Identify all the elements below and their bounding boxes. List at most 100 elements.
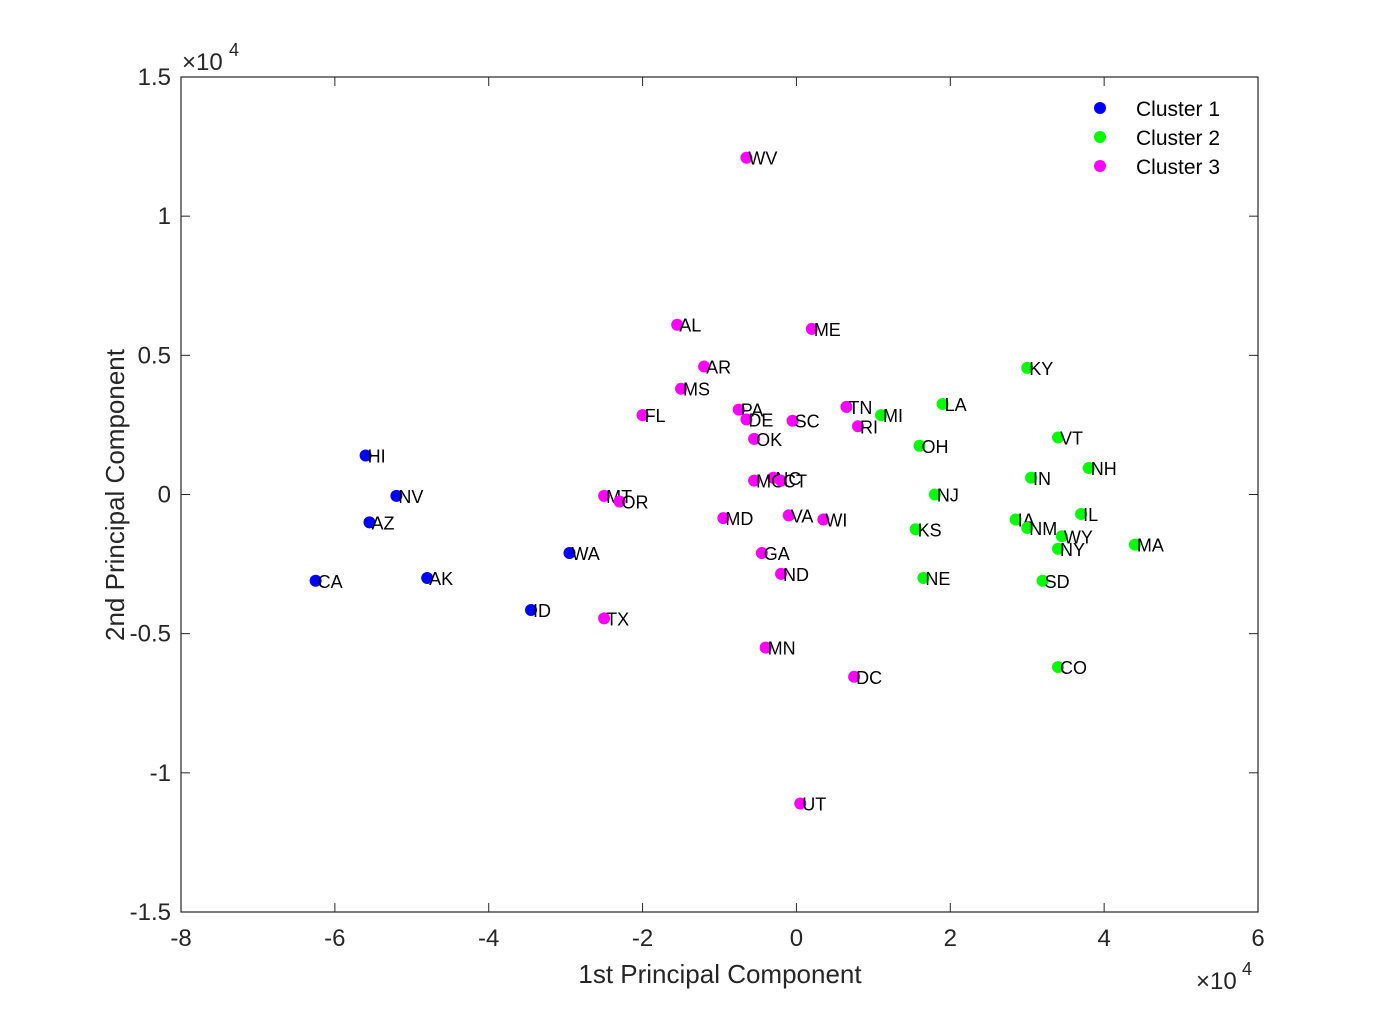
data-point	[928, 488, 941, 501]
point-label: MA	[1137, 536, 1164, 556]
data-point	[1051, 661, 1064, 674]
point-label: NE	[925, 569, 950, 589]
point-label: AL	[679, 316, 701, 336]
data-point	[748, 474, 761, 487]
data-point	[1021, 361, 1034, 374]
point-label: TN	[848, 398, 872, 418]
data-point	[1082, 462, 1095, 475]
y-exponent-power: 4	[229, 40, 239, 60]
point-label: GA	[764, 544, 790, 564]
x-tick-label: 4	[1097, 925, 1110, 952]
data-point	[1051, 542, 1064, 555]
data-point	[1055, 530, 1068, 543]
point-label: NY	[1060, 540, 1085, 560]
data-point	[717, 512, 730, 525]
data-point	[936, 398, 949, 411]
legend-marker	[1094, 160, 1106, 172]
x-tick-label: 0	[790, 925, 803, 952]
data-point	[525, 604, 538, 617]
data-point	[817, 513, 830, 526]
data-point	[1128, 538, 1141, 551]
data-point	[421, 572, 434, 584]
point-label: DC	[856, 668, 882, 688]
point-label: WV	[748, 149, 777, 169]
data-point	[917, 572, 930, 584]
x-exponent-base: ×10	[1196, 968, 1237, 995]
point-label: LA	[945, 395, 967, 415]
x-tick-label: -6	[324, 925, 345, 952]
data-point	[1051, 431, 1064, 444]
point-label: MS	[683, 380, 710, 400]
point-label: VT	[1060, 428, 1083, 448]
x-exponent: ×10 4	[1196, 959, 1252, 995]
x-exponent-power: 4	[1242, 959, 1252, 979]
y-tick-label: -0.5	[130, 621, 171, 648]
point-label: WA	[571, 544, 599, 564]
x-tick-label: 2	[944, 925, 957, 952]
point-label: CO	[1060, 658, 1087, 678]
point-label: AK	[429, 569, 453, 589]
data-point	[748, 432, 761, 445]
data-point	[786, 414, 799, 427]
point-label: NJ	[937, 486, 959, 506]
legend-entry: Cluster 3	[1136, 156, 1220, 179]
point-label: MD	[725, 509, 753, 529]
data-point	[698, 360, 711, 373]
data-point	[732, 403, 745, 416]
y-tick-label: -1	[150, 760, 171, 787]
point-label: HI	[368, 447, 386, 467]
data-point	[1009, 513, 1022, 526]
point-label: NH	[1091, 459, 1117, 479]
point-label: KY	[1029, 359, 1053, 379]
point-label: UT	[802, 794, 826, 814]
x-tick-label: -8	[170, 925, 191, 952]
point-label: ID	[533, 601, 551, 621]
point-label: NV	[398, 487, 423, 507]
data-point	[598, 489, 611, 502]
data-point	[1021, 521, 1034, 534]
data-point	[563, 546, 576, 559]
point-label: WY	[1064, 527, 1093, 547]
data-point	[613, 495, 626, 508]
x-tick-label: -4	[478, 925, 499, 952]
data-point	[775, 474, 788, 487]
y-axis-label: 2nd Principal Component	[100, 348, 130, 641]
data-point	[840, 400, 853, 413]
data-point	[359, 449, 372, 462]
point-label: OH	[922, 437, 949, 457]
point-label: FL	[645, 406, 666, 426]
y-tick-label: 1.5	[138, 64, 171, 91]
y-tick-label: 0	[158, 482, 171, 509]
data-point	[782, 509, 795, 522]
point-label: CA	[318, 572, 343, 592]
point-label: MN	[768, 639, 796, 659]
data-point	[598, 612, 611, 625]
data-point	[671, 318, 684, 331]
x-axis-label: 1st Principal Component	[578, 959, 862, 989]
legend-entry: Cluster 1	[1136, 98, 1220, 121]
data-point	[675, 382, 688, 395]
point-label: RI	[860, 417, 878, 437]
point-label: SC	[795, 412, 820, 432]
data-point	[363, 516, 376, 529]
point-label: IL	[1083, 505, 1098, 525]
point-label: MI	[883, 406, 903, 426]
x-tick-label: 6	[1251, 925, 1264, 952]
y-tick-label: 0.5	[138, 342, 171, 369]
data-point	[851, 420, 864, 433]
legend-entry: Cluster 2	[1136, 127, 1220, 150]
data-point	[740, 413, 753, 426]
point-label: VA	[791, 506, 814, 526]
data-point	[794, 797, 807, 810]
data-point	[775, 567, 788, 580]
point-label: IN	[1033, 469, 1051, 489]
data-point	[848, 670, 861, 683]
data-point	[909, 523, 922, 536]
data-point	[875, 409, 888, 422]
point-label: ME	[814, 320, 841, 340]
legend-marker	[1094, 102, 1106, 114]
